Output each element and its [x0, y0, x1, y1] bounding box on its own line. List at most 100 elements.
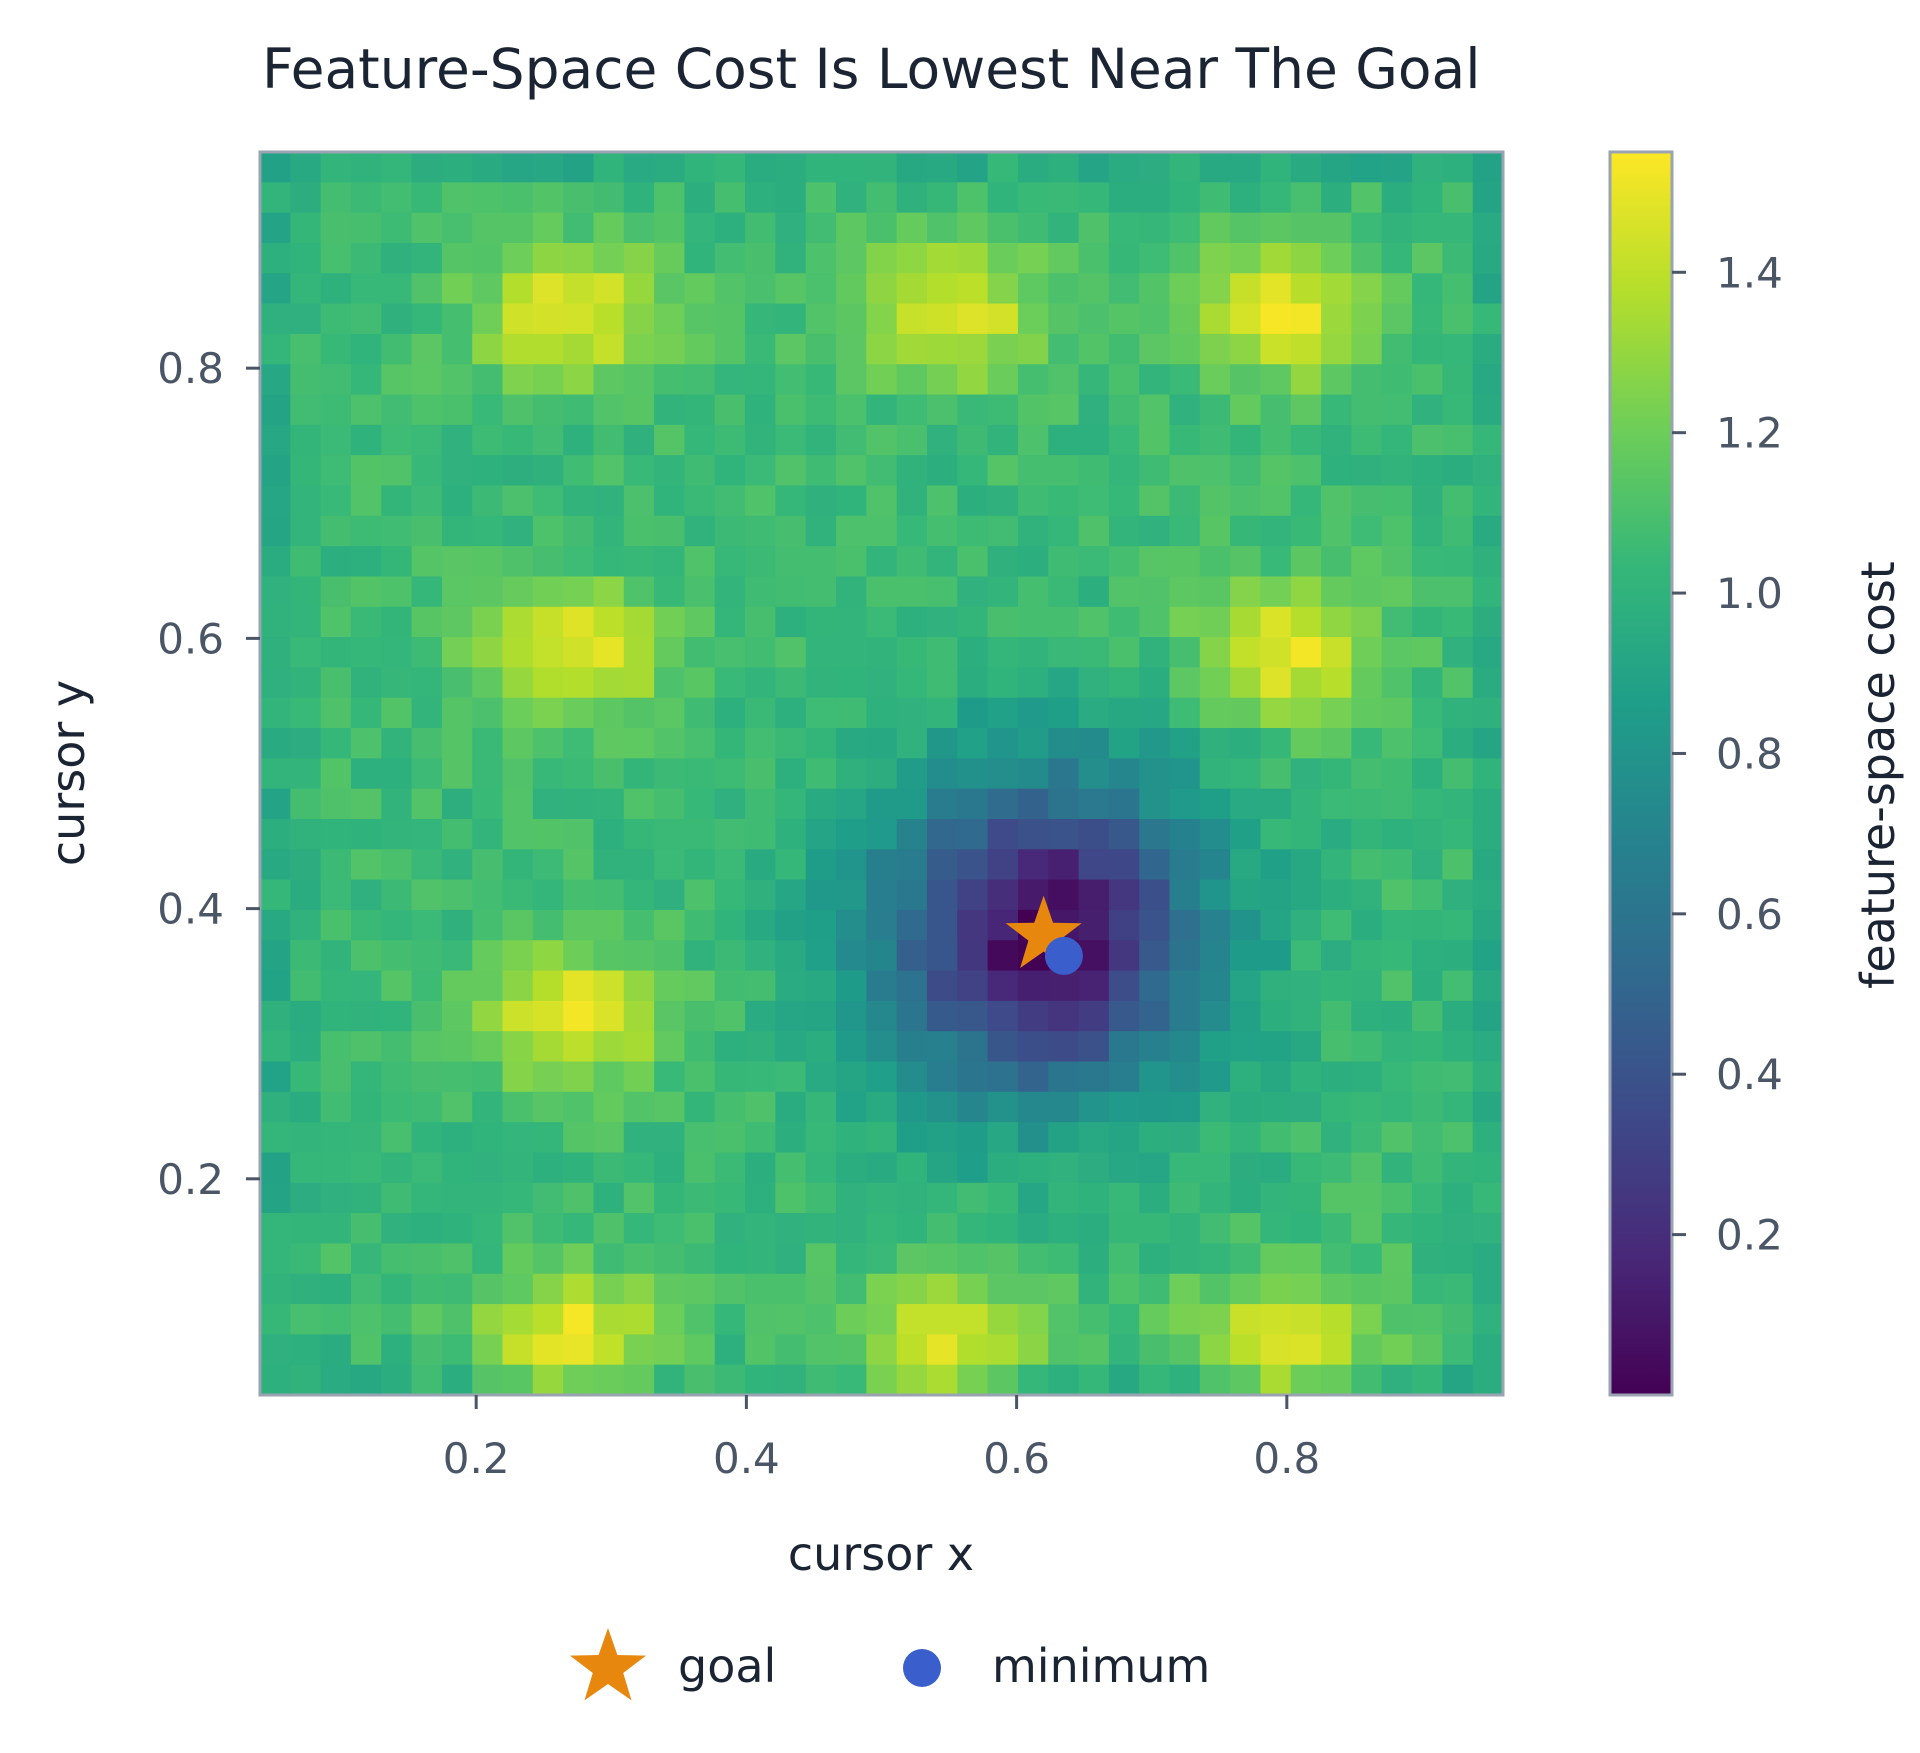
- heatmap-cell: [381, 667, 413, 699]
- goal-marker: [1005, 895, 1082, 968]
- heatmap-cell: [350, 1304, 382, 1335]
- heatmap-cell: [532, 818, 564, 850]
- heatmap-cell: [896, 242, 928, 274]
- heatmap-cell: [987, 424, 1019, 456]
- heatmap-cell: [1230, 637, 1262, 668]
- heatmap-cell: [502, 152, 534, 183]
- heatmap-cell: [1351, 1091, 1383, 1123]
- heatmap-cell: [563, 849, 595, 881]
- heatmap-cell: [654, 303, 686, 335]
- heatmap-cell: [502, 364, 534, 396]
- minimum-marker: [1044, 936, 1083, 975]
- plot-frame: [258, 150, 1505, 1397]
- heatmap-cell: [654, 818, 686, 850]
- heatmap-cell: [593, 424, 625, 456]
- heatmap-cell: [260, 1061, 291, 1093]
- y-tick-label: 0.8: [157, 344, 224, 393]
- heatmap-cell: [1260, 970, 1292, 1002]
- heatmap-cell: [654, 182, 686, 214]
- heatmap-cell: [502, 1000, 534, 1032]
- heatmap-cell: [987, 849, 1019, 881]
- heatmap-cell: [1017, 242, 1049, 274]
- heatmap-cell: [1472, 485, 1504, 517]
- heatmap-cell: [502, 576, 534, 608]
- heatmap-cell: [684, 1213, 716, 1245]
- heatmap-cell: [1230, 606, 1262, 638]
- heatmap-cell: [532, 1334, 564, 1366]
- heatmap-cell: [350, 940, 382, 972]
- heatmap-cell: [1199, 364, 1231, 396]
- heatmap-cell: [623, 697, 655, 729]
- heatmap-cell: [532, 909, 564, 941]
- heatmap-cell: [1139, 970, 1171, 1002]
- heatmap-cell: [1321, 667, 1353, 699]
- heatmap-cell: [1017, 637, 1049, 668]
- heatmap-cell: [1412, 667, 1443, 699]
- heatmap-cell: [411, 970, 443, 1002]
- heatmap-cell: [1230, 788, 1262, 820]
- heatmap-cell: [502, 182, 534, 214]
- heatmap-cell: [290, 1061, 322, 1093]
- heatmap-cell: [290, 182, 322, 214]
- heatmap-cell: [684, 1273, 716, 1305]
- heatmap-cell: [987, 1304, 1019, 1335]
- heatmap-cell: [1321, 1273, 1353, 1305]
- heatmap-cell: [1078, 1000, 1110, 1032]
- heatmap-cell: [987, 667, 1019, 699]
- heatmap-cell: [441, 697, 473, 729]
- heatmap-cell: [684, 333, 716, 365]
- heatmap-cell: [896, 273, 928, 305]
- heatmap-cell: [1078, 485, 1110, 517]
- heatmap-cell: [1442, 333, 1474, 365]
- heatmap-cell: [1017, 333, 1049, 365]
- heatmap-cell: [775, 515, 807, 547]
- heatmap-cell: [654, 273, 686, 305]
- heatmap-cell: [1351, 546, 1383, 578]
- heatmap-cell: [260, 667, 291, 699]
- heatmap-cell: [563, 818, 595, 850]
- heatmap-cell: [684, 940, 716, 972]
- heatmap-cell: [1139, 667, 1171, 699]
- heatmap-cell: [1472, 1000, 1504, 1032]
- heatmap-cell: [502, 818, 534, 850]
- heatmap-cell: [1321, 455, 1353, 487]
- heatmap-cell: [775, 1334, 807, 1366]
- markers: [1005, 895, 1083, 975]
- heatmap-cell: [1412, 1213, 1443, 1245]
- heatmap-cell: [502, 970, 534, 1002]
- heatmap-cell: [260, 1000, 291, 1032]
- heatmap-cell: [381, 1091, 413, 1123]
- heatmap-cell: [896, 546, 928, 578]
- heatmap-cell: [532, 1243, 564, 1275]
- heatmap-cell: [1108, 1182, 1140, 1214]
- heatmap-cell: [350, 606, 382, 638]
- heatmap-cell: [1139, 697, 1171, 729]
- heatmap-cell: [350, 1000, 382, 1032]
- heatmap-cell: [532, 455, 564, 487]
- heatmap-cell: [593, 242, 625, 274]
- heatmap-cell: [1078, 1091, 1110, 1123]
- heatmap-cell: [350, 909, 382, 941]
- heatmap-cell: [593, 818, 625, 850]
- heatmap-cell: [714, 576, 746, 608]
- heatmap-cell: [502, 1364, 534, 1396]
- heatmap-cell: [441, 1182, 473, 1214]
- heatmap-cell: [926, 242, 958, 274]
- heatmap-cell: [593, 879, 625, 911]
- heatmap-cell: [1351, 667, 1383, 699]
- heatmap-cell: [1017, 1152, 1049, 1184]
- heatmap-cell: [320, 879, 352, 911]
- heatmap-cell: [866, 182, 898, 214]
- heatmap-cell: [1078, 212, 1110, 244]
- heatmap-cell: [654, 879, 686, 911]
- heatmap-cell: [320, 182, 352, 214]
- heatmap-cell: [563, 242, 595, 274]
- heatmap-cell: [775, 394, 807, 426]
- heatmap-cell: [896, 1364, 928, 1396]
- heatmap-cell: [896, 1000, 928, 1032]
- heatmap-cell: [926, 606, 958, 638]
- heatmap-cell: [1381, 940, 1413, 972]
- heatmap-cell: [1078, 515, 1110, 547]
- legend-minimum-symbol: [903, 1649, 941, 1687]
- heatmap-cell: [381, 1122, 413, 1154]
